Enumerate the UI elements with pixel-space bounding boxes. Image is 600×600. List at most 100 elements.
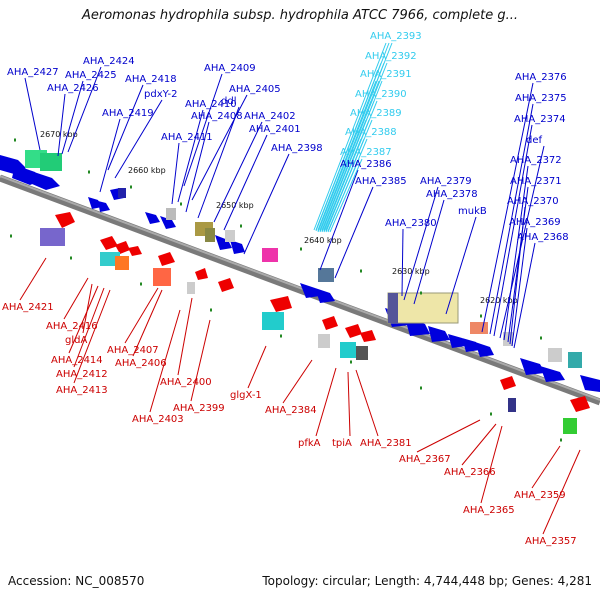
label-leader-line bbox=[327, 158, 360, 232]
forward-gene-label[interactable]: AHA_2411 bbox=[161, 132, 213, 143]
label-leader-line bbox=[191, 94, 248, 201]
label-leader-line bbox=[73, 287, 105, 368]
forward-gene-label[interactable]: pdxY-2 bbox=[144, 89, 178, 100]
label-leader-line bbox=[19, 257, 47, 301]
forward-gene-label[interactable]: AHA_2376 bbox=[515, 72, 567, 83]
gene-features bbox=[0, 138, 600, 442]
reverse-gene-label[interactable]: AHA_2416 bbox=[46, 321, 98, 332]
genome-backbone bbox=[0, 174, 600, 406]
forward-gene-label[interactable]: AHA_2372 bbox=[510, 155, 562, 166]
reverse-gene-label[interactable]: AHA_2399 bbox=[173, 403, 225, 414]
forward-gene-label[interactable]: AHA_2425 bbox=[65, 70, 117, 81]
label-leader-line bbox=[489, 103, 534, 335]
rna-gene-label[interactable]: AHA_2388 bbox=[345, 127, 397, 138]
scale-tick: 2620 kbp bbox=[480, 296, 518, 305]
forward-gene-label[interactable]: AHA_2408 bbox=[191, 111, 243, 122]
label-leader-line bbox=[107, 84, 144, 171]
reverse-gene-label[interactable]: AHA_2412 bbox=[56, 369, 108, 380]
reverse-gene-label[interactable]: AHA_2384 bbox=[265, 405, 317, 416]
genome-summary-text: Topology: circular; Length: 4,744,448 bp… bbox=[262, 574, 592, 588]
rna-gene-label[interactable]: AHA_2391 bbox=[360, 69, 412, 80]
label-leader-line bbox=[509, 206, 526, 345]
reverse-gene-label[interactable]: AHA_2357 bbox=[525, 536, 577, 547]
label-leader-line bbox=[243, 153, 290, 255]
forward-gene-label[interactable]: AHA_2370 bbox=[507, 196, 559, 207]
reverse-gene-label[interactable]: tpiA bbox=[332, 438, 352, 449]
rna-gene-label[interactable]: AHA_2387 bbox=[340, 147, 392, 158]
label-leader-line bbox=[177, 297, 193, 376]
forward-gene-label[interactable]: AHA_2379 bbox=[420, 176, 472, 187]
label-leader-line bbox=[499, 145, 545, 339]
label-leader-line bbox=[413, 199, 445, 305]
gene-labels: AHA_2427 AHA_2424 AHA_2425 AHA_2426 AHA_2418… bbox=[2, 31, 577, 547]
label-leader-line bbox=[347, 371, 351, 437]
forward-gene-label[interactable]: AHA_2419 bbox=[102, 108, 154, 119]
label-leader-line bbox=[321, 119, 367, 231]
reverse-gene-label[interactable]: glgX-1 bbox=[230, 390, 262, 401]
label-leader-line bbox=[99, 118, 121, 193]
forward-gene-label[interactable]: AHA_2402 bbox=[244, 111, 296, 122]
reverse-gene-label[interactable]: AHA_2365 bbox=[463, 505, 515, 516]
label-leader-line bbox=[531, 445, 561, 489]
reverse-gene-label[interactable]: AHA_2407 bbox=[107, 345, 159, 356]
label-leader-line bbox=[68, 285, 99, 354]
forward-gene-label[interactable]: AHA_2386 bbox=[340, 159, 392, 170]
reverse-gene-label[interactable]: AHA_2400 bbox=[160, 377, 212, 388]
rna-gene-label[interactable]: AHA_2392 bbox=[365, 51, 417, 62]
reverse-gene-label[interactable]: AHA_2414 bbox=[51, 355, 103, 366]
label-leader-line bbox=[461, 423, 497, 466]
forward-gene-label[interactable]: AHA_2427 bbox=[7, 67, 59, 78]
scale-tick: 2660 kbp bbox=[128, 166, 166, 175]
forward-gene-label[interactable]: AHA_2418 bbox=[125, 74, 177, 85]
forward-gene-label[interactable]: AHA_2398 bbox=[271, 143, 323, 154]
label-leader-line bbox=[480, 425, 503, 504]
forward-gene-label[interactable]: AHA_2401 bbox=[249, 124, 301, 135]
rna-gene-label[interactable]: AHA_2393 bbox=[370, 31, 422, 42]
forward-gene-label[interactable]: AHA_2385 bbox=[355, 176, 407, 187]
forward-gene-label[interactable]: AHA_2374 bbox=[514, 114, 566, 125]
label-leader-line bbox=[82, 283, 93, 334]
label-leader-line bbox=[67, 66, 102, 153]
forward-gene-label[interactable]: AHA_2378 bbox=[426, 189, 478, 200]
forward-gene-label[interactable]: AHA_2405 bbox=[229, 84, 281, 95]
forward-gene-label[interactable]: AHA_2369 bbox=[509, 217, 561, 228]
label-leader-line bbox=[247, 345, 267, 389]
reverse-gene-label[interactable]: gldA bbox=[65, 335, 87, 346]
label-leader-line bbox=[185, 121, 210, 213]
forward-gene-label[interactable]: AHA_2368 bbox=[517, 232, 569, 243]
reverse-gene-label[interactable]: AHA_2367 bbox=[399, 454, 451, 465]
label-leader-line bbox=[124, 287, 159, 344]
reverse-gene-label[interactable]: AHA_2421 bbox=[2, 302, 54, 313]
rna-gene-label[interactable]: AHA_2390 bbox=[355, 89, 407, 100]
reverse-gene-label[interactable]: AHA_2413 bbox=[56, 385, 108, 396]
label-leader-line bbox=[401, 228, 404, 297]
forward-gene-label[interactable]: AHA_2410 bbox=[185, 99, 237, 110]
label-leader-line bbox=[319, 100, 372, 231]
label-leader-line bbox=[149, 309, 181, 413]
forward-gene-label[interactable]: AHA_2426 bbox=[47, 83, 99, 94]
reverse-gene-label[interactable]: AHA_2366 bbox=[444, 467, 496, 478]
reverse-gene-label[interactable]: AHA_2359 bbox=[514, 490, 566, 501]
label-leader-line bbox=[197, 106, 240, 219]
forward-gene-label[interactable]: mukB bbox=[458, 206, 487, 217]
reverse-gene-label[interactable]: AHA_2403 bbox=[132, 414, 184, 425]
label-leader-line bbox=[63, 277, 89, 320]
forward-gene-label[interactable]: def bbox=[526, 135, 543, 146]
label-leader-line bbox=[493, 124, 533, 337]
label-leader-line bbox=[73, 289, 111, 384]
forward-gene-label[interactable]: AHA_2409 bbox=[204, 63, 256, 74]
forward-gene-label[interactable]: ddl bbox=[221, 96, 236, 107]
forward-gene-label[interactable]: AHA_2371 bbox=[510, 176, 562, 187]
rna-gene-label[interactable]: AHA_2389 bbox=[350, 108, 402, 119]
forward-gene-label[interactable]: AHA_2424 bbox=[83, 56, 135, 67]
forward-gene-label[interactable]: AHA_2380 bbox=[385, 218, 437, 229]
reverse-gene-label[interactable]: AHA_2406 bbox=[115, 358, 167, 369]
label-leader-line bbox=[315, 62, 382, 231]
reverse-gene-label[interactable]: AHA_2381 bbox=[360, 438, 412, 449]
forward-gene-label[interactable]: AHA_2375 bbox=[515, 93, 567, 104]
label-leader-line bbox=[323, 138, 362, 231]
label-leader-line bbox=[61, 80, 84, 155]
accession-text: Accession: NC_008570 bbox=[8, 574, 145, 588]
reverse-gene-label[interactable]: pfkA bbox=[298, 438, 321, 449]
